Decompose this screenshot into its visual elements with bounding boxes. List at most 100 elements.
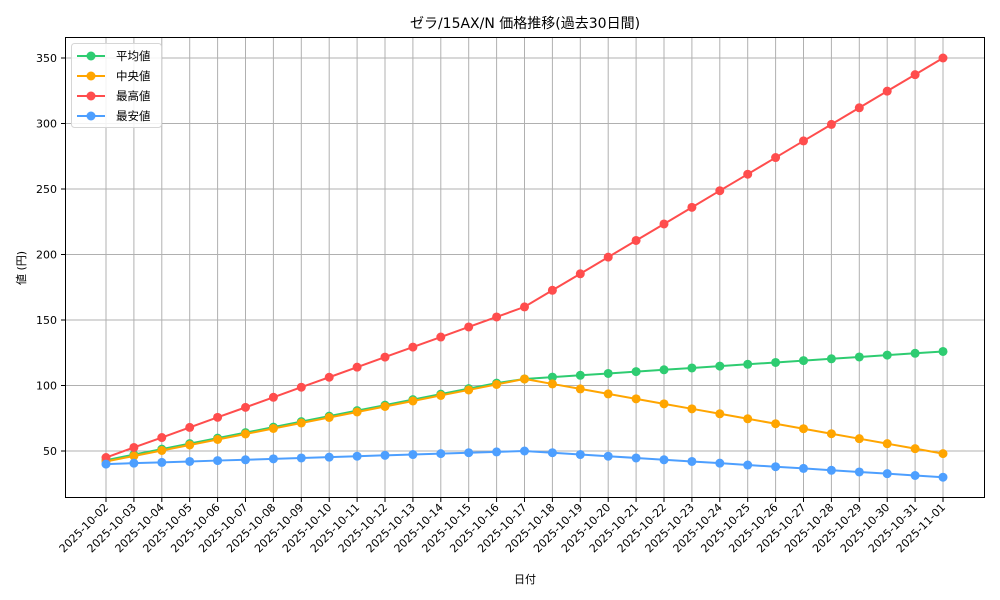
data-point [826, 119, 836, 129]
legend-label: 最高値 [116, 89, 151, 103]
data-point [799, 356, 808, 366]
data-point [575, 384, 585, 394]
data-point [910, 444, 920, 454]
data-point [492, 312, 502, 322]
series-2 [101, 53, 948, 463]
data-point [408, 450, 418, 460]
data-point [631, 453, 641, 463]
y-tick-label: 200 [36, 249, 57, 262]
data-point [799, 136, 808, 146]
data-point [520, 374, 529, 384]
data-point [101, 453, 111, 463]
data-point [910, 70, 920, 80]
data-point [436, 390, 446, 400]
legend-label: 中央値 [116, 69, 151, 83]
data-point [715, 458, 725, 468]
data-point [464, 448, 474, 458]
data-point [743, 359, 753, 369]
data-point [938, 53, 948, 63]
y-tick-label: 50 [43, 445, 57, 458]
data-point [715, 409, 725, 419]
data-point [129, 451, 139, 461]
data-point [241, 429, 250, 439]
data-point [520, 446, 529, 456]
data-point [659, 399, 669, 409]
data-point [687, 202, 697, 212]
legend-label: 最安値 [116, 109, 151, 123]
data-point [408, 342, 418, 352]
series-layer [101, 53, 948, 482]
data-point [715, 361, 725, 371]
data-point [938, 449, 948, 459]
series-3 [101, 446, 948, 482]
y-axis-label: 値 (円) [15, 251, 28, 285]
legend-marker [86, 71, 96, 81]
data-point [268, 454, 278, 464]
series-1 [101, 374, 948, 466]
data-point [687, 404, 697, 414]
data-point [799, 424, 808, 434]
data-point [826, 429, 836, 439]
data-point [854, 352, 864, 362]
data-point [241, 402, 250, 412]
chart-title: ゼラ/15AX/N 価格推移(過去30日間) [410, 16, 640, 32]
data-point [826, 354, 836, 364]
data-point [603, 389, 613, 399]
data-point [324, 372, 334, 382]
data-point [185, 440, 195, 450]
data-point [352, 451, 362, 461]
data-point [687, 456, 697, 466]
data-point [380, 352, 390, 362]
data-point [547, 372, 557, 382]
data-point [352, 407, 362, 417]
data-point [241, 455, 250, 465]
data-point [547, 448, 557, 458]
data-point [938, 346, 948, 356]
y-tick-label: 100 [36, 380, 57, 393]
data-point [687, 363, 697, 373]
data-point [185, 456, 195, 466]
data-point [547, 285, 557, 295]
legend-box [71, 43, 162, 128]
y-tick-label: 250 [36, 183, 57, 196]
data-point [520, 302, 529, 312]
data-point [268, 392, 278, 402]
data-point [213, 456, 223, 466]
data-point [771, 419, 781, 429]
data-point [575, 269, 585, 279]
data-point [492, 447, 502, 457]
plot-frame [65, 37, 985, 498]
data-point [771, 357, 781, 367]
data-point [408, 396, 418, 406]
y-axis-ticks: 50 100 150 200 250 300 350 [36, 52, 65, 458]
data-point [631, 235, 641, 245]
data-point [324, 412, 334, 422]
data-point [743, 414, 753, 424]
data-point [575, 450, 585, 460]
data-point [436, 449, 446, 459]
data-point [380, 450, 390, 460]
data-point [771, 153, 781, 163]
data-point [296, 453, 306, 463]
data-point [157, 433, 167, 443]
y-tick-label: 350 [36, 52, 57, 65]
data-point [492, 379, 502, 389]
data-point [799, 463, 808, 473]
data-point [213, 434, 223, 444]
data-point [715, 186, 725, 196]
data-point [213, 412, 223, 422]
data-point [157, 457, 167, 467]
data-point [882, 350, 892, 360]
data-point [268, 423, 278, 433]
x-axis-label: 日付 [514, 573, 536, 586]
data-point [603, 252, 613, 262]
legend-marker [86, 51, 96, 61]
data-point [575, 370, 585, 380]
legend-marker [86, 91, 96, 101]
data-point [352, 362, 362, 372]
data-point [464, 385, 474, 395]
data-point [771, 462, 781, 472]
data-point [910, 470, 920, 480]
